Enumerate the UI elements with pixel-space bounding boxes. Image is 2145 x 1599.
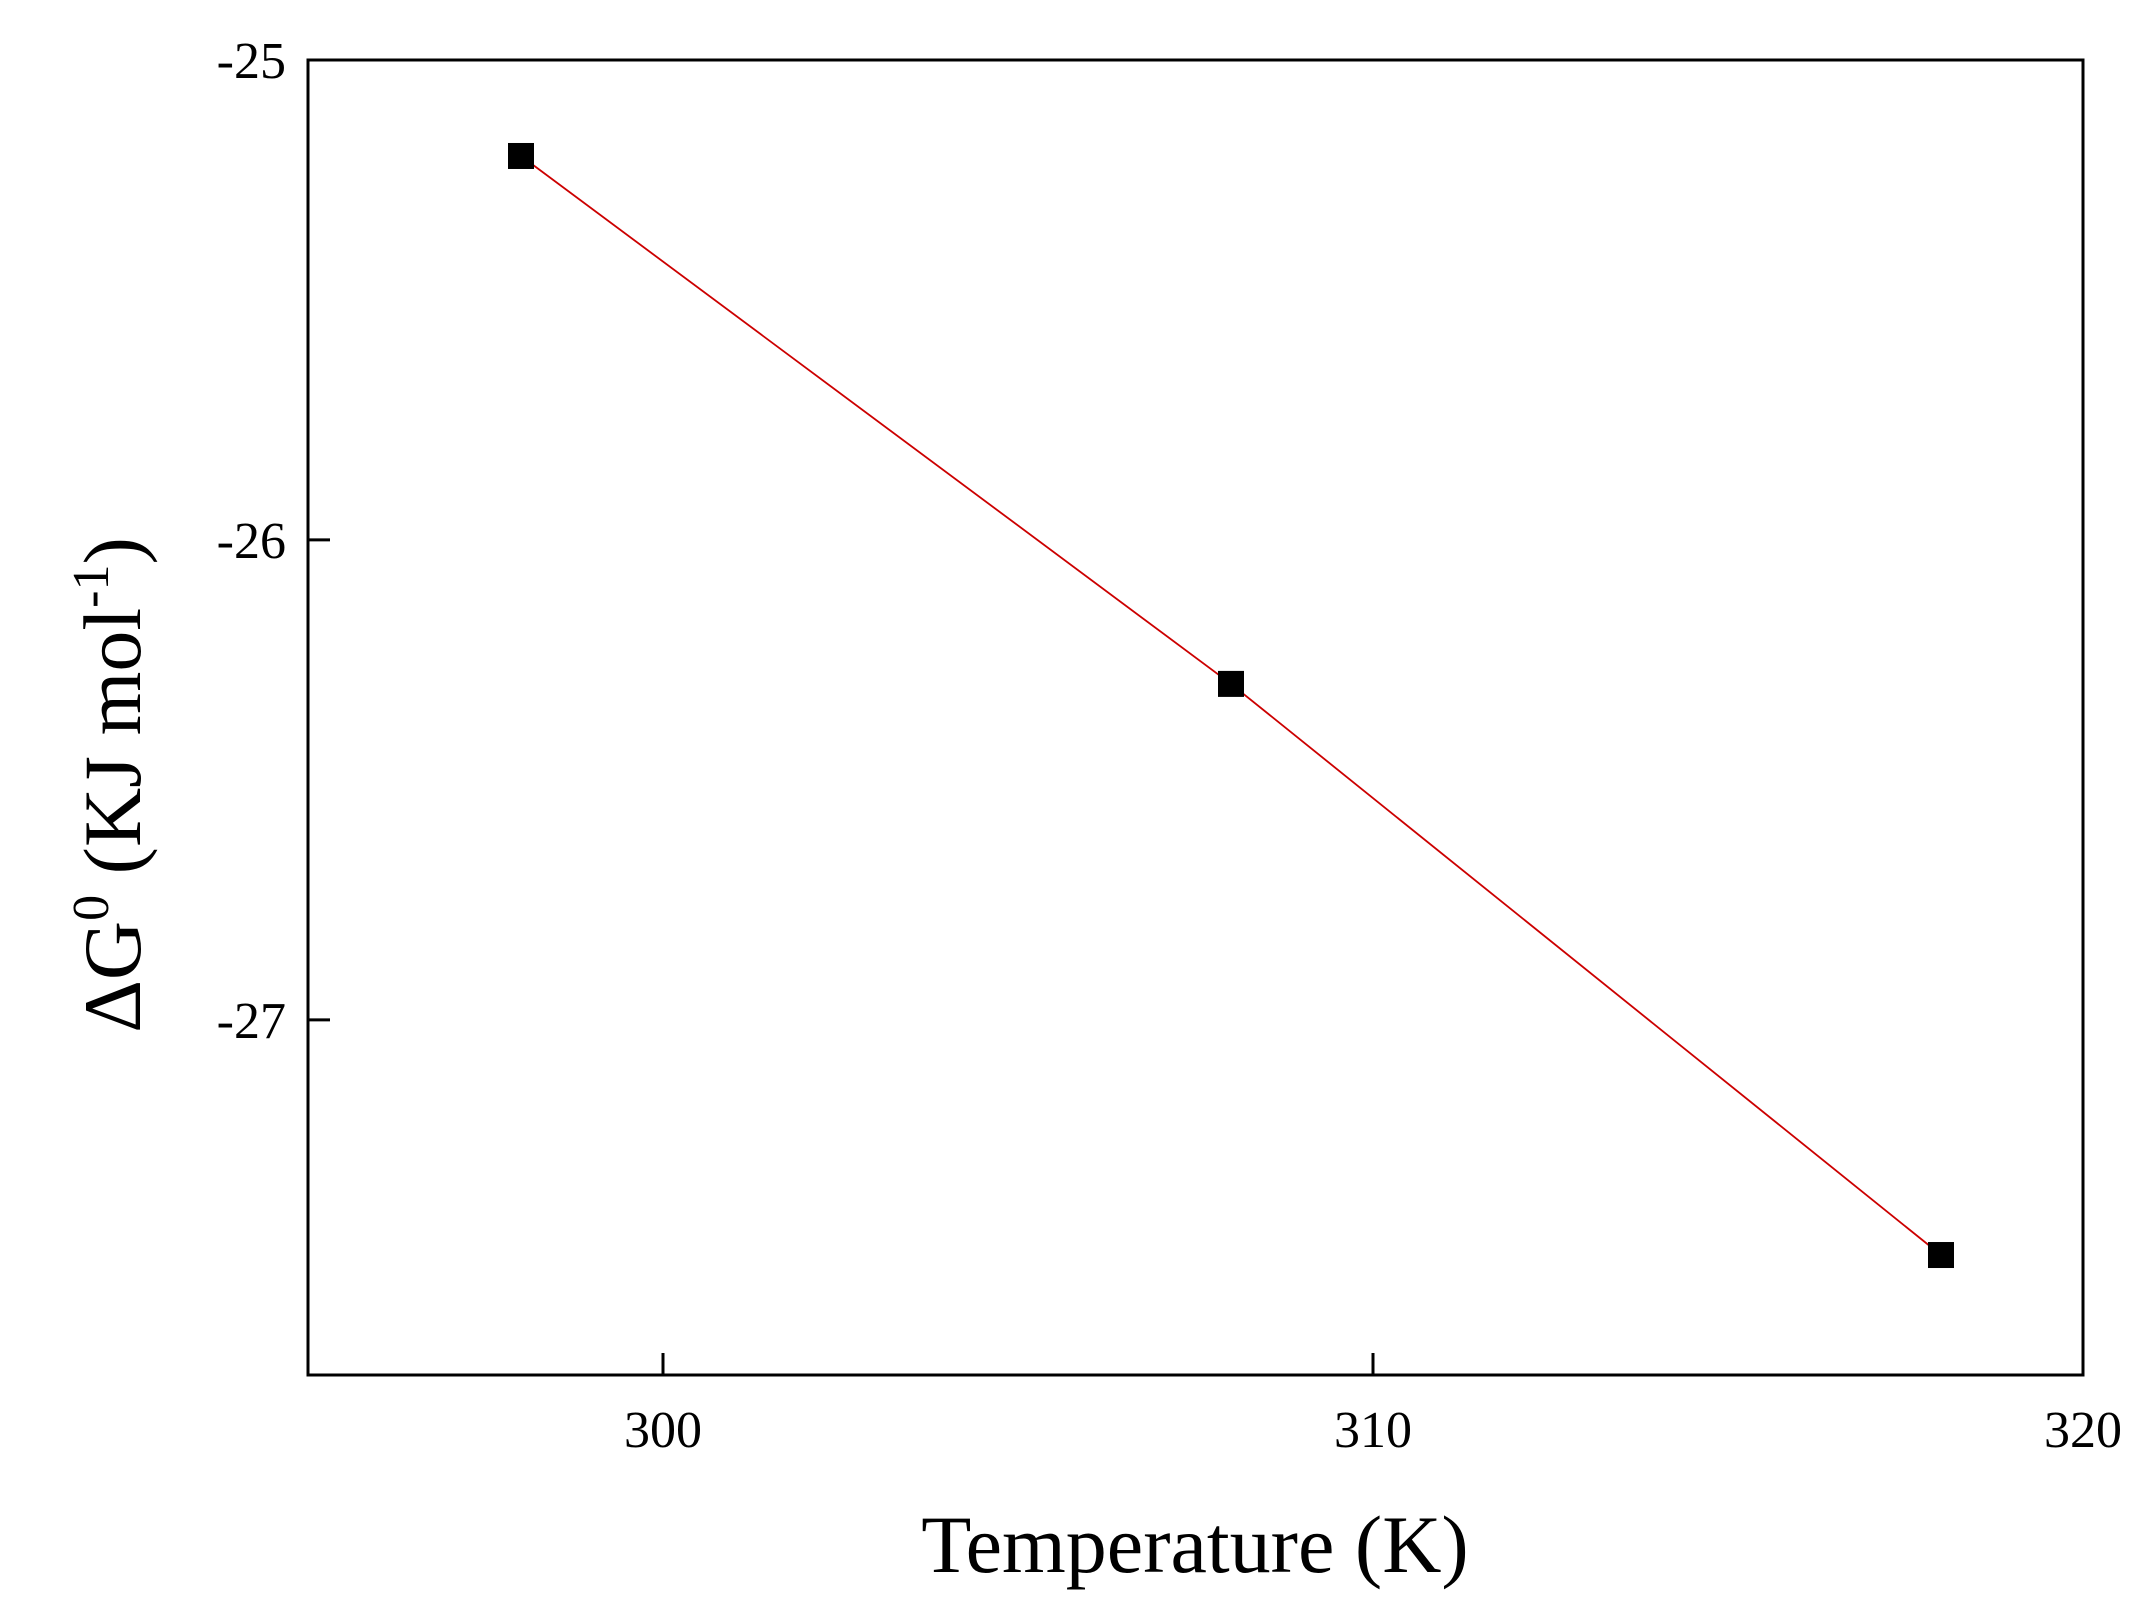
data-series xyxy=(508,142,1954,1269)
y-axis-title: ΔG0 (KJ mol-1) xyxy=(63,537,158,1033)
x-axis-title: Temperature (K) xyxy=(921,1499,1468,1590)
y-axis-title-unit-superscript: -1 xyxy=(63,565,120,608)
y-tick-label--25: -25 xyxy=(217,33,286,90)
y-axis-title-close: ) xyxy=(67,537,158,564)
x-tick-label-310: 310 xyxy=(1334,1402,1412,1459)
axis-ticks xyxy=(308,58,2085,1375)
plot-frame xyxy=(306,58,2085,1377)
y-axis-title-symbol-superscript: 0 xyxy=(63,895,120,921)
data-point-1 xyxy=(1218,670,1244,697)
y-axis-title-symbol: ΔG xyxy=(67,921,158,1033)
data-point-2 xyxy=(1928,1242,1954,1269)
x-tick-label-300: 300 xyxy=(624,1402,702,1459)
y-tick-label--27: -27 xyxy=(217,993,286,1050)
data-point-0 xyxy=(508,142,534,169)
y-axis-title-unit: (KJ mol xyxy=(67,608,158,895)
axis-tick-labels: 300 310 320 -25 -26 -27 xyxy=(217,33,2122,1459)
x-tick-label-320: 320 xyxy=(2044,1402,2122,1459)
series-line xyxy=(520,155,1942,1256)
y-tick-label--26: -26 xyxy=(217,513,286,570)
